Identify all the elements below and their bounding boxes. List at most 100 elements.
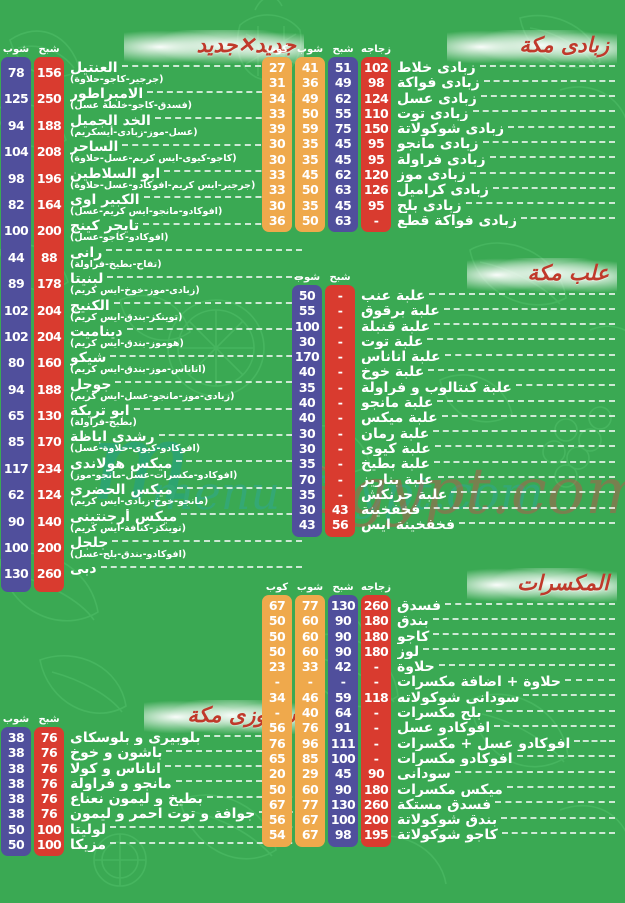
- menu-item[interactable]: باشون و خوخ: [70, 745, 306, 761]
- item-main-line: علبة مانجو: [361, 395, 619, 410]
- menu-item[interactable]: علبة كنتالوب و فراولة: [361, 380, 619, 395]
- menu-item[interactable]: علبة توت: [361, 334, 619, 349]
- menu-item[interactable]: علبة قنبلة: [361, 319, 619, 334]
- menu-item[interactable]: حلاوة + اضافة مكسرات: [397, 674, 619, 690]
- menu-item[interactable]: ميكس الحضرى (مانجو-خوخ-زبادى-ايس كريم): [70, 482, 306, 508]
- menu-item[interactable]: ابو تريكة (بطيخ-فراولة): [70, 403, 306, 429]
- menu-item[interactable]: الكبير اوى (افوكادو-مانجو-ايس كريم-عسل): [70, 192, 306, 218]
- menu-item[interactable]: علبة خوخ: [361, 364, 619, 380]
- price-column-headers: زجاجه شبح شوب كوب: [262, 44, 391, 55]
- menu-item[interactable]: علبة عنب: [361, 288, 619, 303]
- item-main-line: زبادى فراولة: [397, 152, 619, 167]
- menu-item[interactable]: سودانى: [397, 766, 619, 782]
- menu-item[interactable]: ديناميت (هوموز-بندق-ايس كريم): [70, 324, 306, 350]
- menu-item[interactable]: زبادى شوكولاتة: [397, 121, 619, 136]
- menu-item[interactable]: زبادى فواكة قطع: [397, 213, 619, 228]
- menu-item[interactable]: افوكادو عسل + مكسرات: [397, 736, 619, 751]
- menu-item[interactable]: زبادى بلح: [397, 198, 619, 213]
- menu-item[interactable]: فخفخينة ايس: [361, 517, 619, 533]
- menu-item[interactable]: بلح مكسرات: [397, 705, 619, 720]
- menu-item[interactable]: افوكادو عسل: [397, 720, 619, 736]
- item-name: رشدى اباظة: [70, 429, 155, 446]
- leader-dots: [485, 709, 615, 712]
- menu-item[interactable]: علبة ميكس: [361, 410, 619, 426]
- menu-item[interactable]: سودانى شوكولاته: [397, 690, 619, 705]
- menu-item[interactable]: زبادى مانجو: [397, 136, 619, 152]
- menu-item[interactable]: بلوبيرى و بلوسكاى: [70, 730, 306, 745]
- menu-item[interactable]: لبنيتا (زبادى-موز-خوخ-ايس كريم): [70, 271, 306, 297]
- menu-item[interactable]: علبة كيوى: [361, 441, 619, 456]
- menu-item[interactable]: فخفخينة: [361, 502, 619, 517]
- menu-item[interactable]: زبادى توت: [397, 106, 619, 121]
- item-ingredients: (كاجو-كيوى-ايس كريم-عسل-حلاوة): [70, 153, 237, 165]
- menu-item[interactable]: بندق: [397, 613, 619, 629]
- menu-item[interactable]: علبة رمان: [361, 426, 619, 441]
- leader-dots: [176, 460, 302, 463]
- item-content: زبادى كراميل: [397, 182, 619, 198]
- menu-item[interactable]: فسدق: [397, 598, 619, 613]
- menu-item[interactable]: اناناس و كولا: [70, 761, 306, 776]
- menu-item[interactable]: حلاوة: [397, 659, 619, 674]
- menu-item[interactable]: ميكس أرجنتينى (توينكز-كنافة-ايس كريم): [70, 509, 306, 535]
- item-content: كاجو: [397, 629, 619, 644]
- menu-item[interactable]: علبة حرنكش: [361, 487, 619, 502]
- item-content: بلوبيرى و بلوسكاى: [70, 730, 306, 745]
- price-cell: -: [337, 318, 343, 334]
- item-main-line: افوكادو عسل + مكسرات: [397, 736, 619, 751]
- menu-item[interactable]: مانجو و فراولة: [70, 776, 306, 791]
- item-content: فخفخينة: [361, 502, 619, 517]
- menu-item[interactable]: الامبراطور (فسدق-كاجو-خلطة عسل): [70, 86, 306, 112]
- menu-item[interactable]: العنتيل (جرجير-كاجو-حلاوة): [70, 60, 306, 86]
- menu-item[interactable]: كاجو: [397, 629, 619, 644]
- item-content: سودانى شوكولاته: [397, 690, 619, 705]
- menu-item[interactable]: رشدى اباظة (افوكادو-كيوى-حلاوة-عسل): [70, 429, 306, 455]
- menu-item[interactable]: زبادى فراولة: [397, 152, 619, 167]
- item-content: جلجل (افوكادو-بندق-بلح-عسل): [70, 535, 306, 560]
- item-main-line: الساحر: [70, 139, 306, 155]
- menu-item[interactable]: شيكو (اناناس-موز-بندق-ايس كريم): [70, 350, 306, 376]
- price-cell: 160: [36, 355, 62, 371]
- price-cell: 94: [7, 381, 25, 397]
- item-content: علبة مانجو: [361, 395, 619, 410]
- menu-item[interactable]: فسدق مستكة: [397, 797, 619, 812]
- menu-item[interactable]: علبة بناريز: [361, 472, 619, 487]
- menu-item[interactable]: علبة برقوق: [361, 303, 619, 319]
- price-cell: 80: [7, 355, 25, 371]
- item-main-line: زبادى كراميل: [397, 182, 619, 198]
- leader-dots: [483, 79, 615, 82]
- item-main-line: اناناس و كولا: [70, 761, 306, 776]
- menu-item[interactable]: افوكادو مكسرات: [397, 751, 619, 766]
- menu-item[interactable]: علبة بطيخ: [361, 456, 619, 472]
- price-cell: 110: [363, 105, 389, 121]
- menu-item[interactable]: زبادى عسل: [397, 91, 619, 106]
- menu-item[interactable]: بندق شوكولاتة: [397, 812, 619, 827]
- item-name: زبادى كراميل: [397, 182, 489, 198]
- price-cell: -: [337, 379, 343, 395]
- item-content: زبادى عسل: [397, 91, 619, 106]
- menu-item[interactable]: ابو السلاطين (جرجير-ايس كريم-افوكادو-عسل-…: [70, 166, 306, 192]
- menu-item[interactable]: الخد الجميل (عسل-موز-زبادى-أيسكريم): [70, 113, 306, 139]
- menu-item[interactable]: زبادى موز: [397, 167, 619, 182]
- menu-item[interactable]: الساحر (كاجو-كيوى-ايس كريم-عسل-حلاوة): [70, 139, 306, 165]
- price-cell: 90: [367, 766, 385, 782]
- menu-item[interactable]: زبادى كراميل: [397, 182, 619, 198]
- menu-item[interactable]: تايجر كينج (افوكادو-كاجو-عسل): [70, 218, 306, 244]
- menu-item[interactable]: كاجو شوكولاتة: [397, 827, 619, 843]
- item-main-line: علبة ميكس: [361, 410, 619, 426]
- menu-item[interactable]: جلجل (افوكادو-بندق-بلح-عسل): [70, 535, 306, 561]
- menu-item[interactable]: ميكس هولاندى (افوكادو-مكسرات-عسل-مانجو-مو…: [70, 456, 306, 482]
- menu-item[interactable]: جوجل (زبادى-موز-مانجو-عسل-ايس كريم): [70, 377, 306, 403]
- menu-item[interactable]: علبة مانجو: [361, 395, 619, 410]
- menu-item[interactable]: زبادى خلاط: [397, 60, 619, 75]
- price-cell: 125: [3, 91, 29, 107]
- menu-item[interactable]: لوز: [397, 644, 619, 659]
- menu-item[interactable]: ميكس مكسرات: [397, 782, 619, 797]
- menu-item[interactable]: علبة اناناس: [361, 349, 619, 364]
- item-name: علبة رمان: [361, 425, 430, 441]
- menu-item[interactable]: الكنيج (توينكز-بندق-ايس كريم): [70, 298, 306, 324]
- price-bars: 260 180 180 180- -118- - - -90 180 260 200 195 130 90…: [262, 595, 391, 847]
- leader-dots: [451, 491, 615, 494]
- menu-item[interactable]: رانى (تفاح-بطيخ-فراولة): [70, 245, 306, 271]
- menu-item[interactable]: زبادى فواكة: [397, 75, 619, 91]
- leader-dots: [523, 694, 615, 697]
